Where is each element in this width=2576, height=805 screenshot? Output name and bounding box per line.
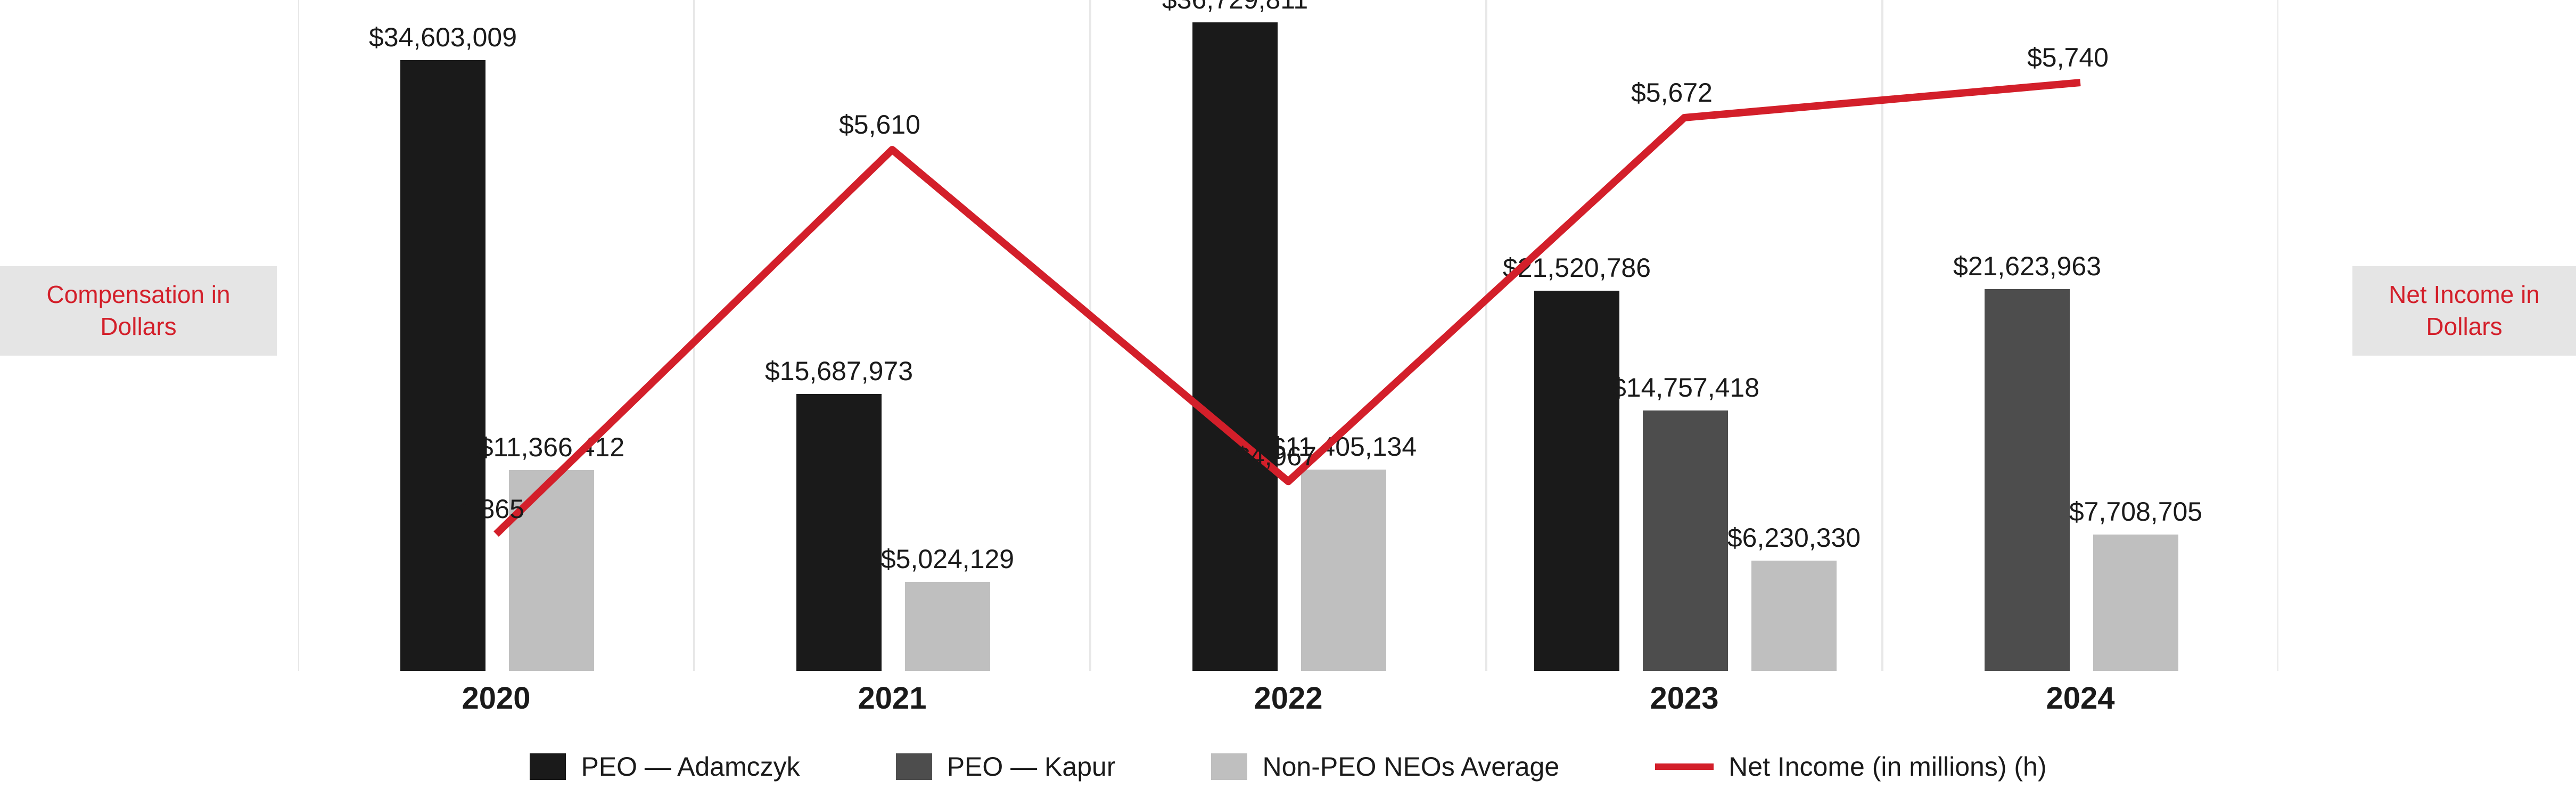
x-tick-2022: 2022 — [1254, 680, 1322, 716]
plot-area: $34,603,009 $11,366,412 $15,687,973 $5,024,… — [298, 0, 2278, 671]
bar-nonpeo-2022 — [1301, 470, 1386, 671]
legend-label-kapur: PEO — Kapur — [947, 751, 1116, 782]
legend-swatch-netincome — [1655, 763, 1714, 770]
bar-label-kapur-2023: $14,757,418 — [1584, 372, 1787, 403]
legend-label-netincome: Net Income (in millions) (h) — [1729, 751, 2046, 782]
line-label-2023: $5,672 — [1631, 77, 1713, 108]
bar-adamczyk-2022 — [1192, 22, 1278, 671]
bar-adamczyk-2020 — [400, 60, 485, 671]
year-group-2020: $34,603,009 $11,366,412 — [298, 0, 694, 671]
bar-label-adamczyk-2022: $36,729,811 — [1134, 0, 1336, 15]
line-label-2021: $5,610 — [839, 109, 920, 140]
legend-label-adamczyk: PEO — Adamczyk — [581, 751, 800, 782]
line-label-2020: $4,865 — [443, 494, 524, 524]
x-tick-2024: 2024 — [2046, 680, 2114, 716]
x-tick-2020: 2020 — [462, 680, 530, 716]
x-tick-2021: 2021 — [858, 680, 926, 716]
bar-label-kapur-2024: $21,623,963 — [1926, 251, 2128, 282]
bar-nonpeo-2023 — [1751, 561, 1837, 671]
year-group-2021: $15,687,973 $5,024,129 — [694, 0, 1090, 671]
legend-swatch-nonpeo — [1211, 753, 1247, 780]
line-label-2022: $4,967 — [1235, 441, 1316, 472]
x-tick-2023: 2023 — [1650, 680, 1718, 716]
year-group-2022: $36,729,811$11,405,134 — [1090, 0, 1486, 671]
bar-label-nonpeo-2023: $6,230,330 — [1693, 522, 1895, 553]
bar-adamczyk-2023 — [1534, 291, 1619, 671]
legend-item-kapur: PEO — Kapur — [896, 751, 1116, 782]
line-label-2024: $5,740 — [2027, 42, 2109, 73]
bar-label-nonpeo-2024: $7,708,705 — [2035, 496, 2237, 527]
legend-label-nonpeo: Non-PEO NEOs Average — [1262, 751, 1559, 782]
bar-nonpeo-2021 — [905, 582, 990, 671]
y-axis-label-left: Compensation in Dollars — [0, 266, 277, 356]
x-axis: 2020 2021 2022 2023 2024 — [298, 671, 2278, 719]
compensation-vs-netincome-chart: Compensation in Dollars Net Income in Do… — [0, 0, 2576, 805]
legend-item-nonpeo: Non-PEO NEOs Average — [1211, 751, 1559, 782]
bar-label-adamczyk-2023: $21,520,786 — [1476, 252, 1678, 283]
bar-label-nonpeo-2021: $5,024,129 — [846, 544, 1049, 574]
legend-item-netincome: Net Income (in millions) (h) — [1655, 751, 2046, 782]
bar-kapur-2024 — [1985, 289, 2070, 671]
bar-nonpeo-2024 — [2093, 535, 2178, 671]
y-axis-label-right: Net Income in Dollars — [2352, 266, 2576, 356]
bar-adamczyk-2021 — [796, 394, 882, 671]
legend-swatch-adamczyk — [530, 753, 566, 780]
legend: PEO — Adamczyk PEO — Kapur Non-PEO NEOs … — [298, 745, 2278, 788]
legend-item-adamczyk: PEO — Adamczyk — [530, 751, 800, 782]
legend-swatch-kapur — [896, 753, 932, 780]
bar-label-adamczyk-2020: $34,603,009 — [342, 22, 544, 53]
bar-label-nonpeo-2020: $11,366,412 — [450, 432, 653, 463]
bar-label-adamczyk-2021: $15,687,973 — [738, 356, 940, 387]
year-group-2024: $21,623,963 $7,708,705 — [1882, 0, 2278, 671]
